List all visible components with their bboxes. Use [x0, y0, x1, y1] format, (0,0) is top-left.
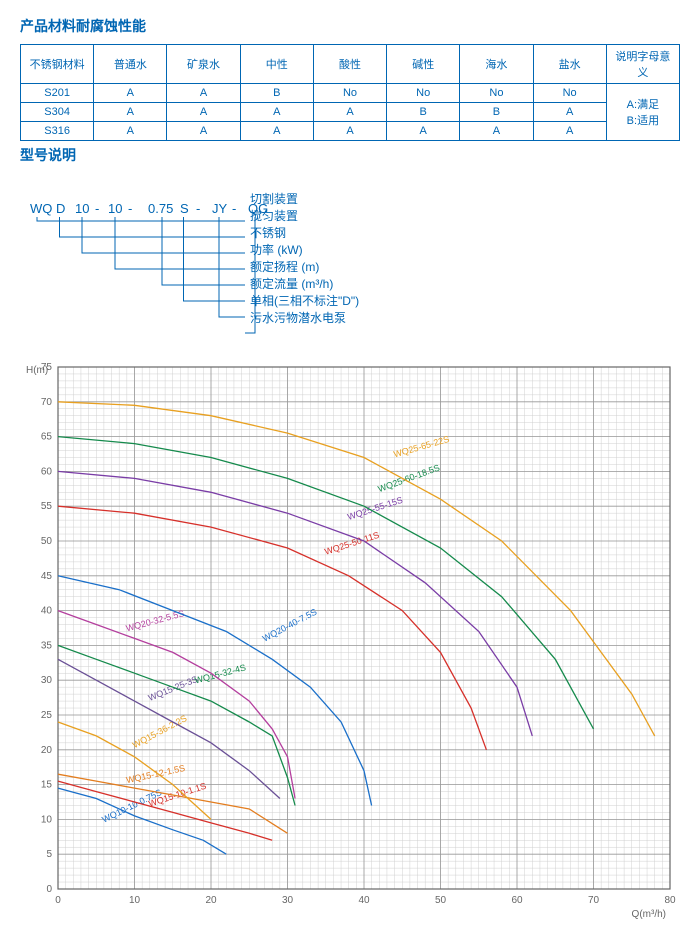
table-cell: No: [387, 84, 460, 103]
y-tick-label: 50: [41, 536, 53, 547]
model-label: 不锈钢: [250, 225, 359, 242]
model-explanation: WQD10-10-0.75S-JY-QG 切割装置搅匀装置不锈钢功率 (kW)额…: [20, 183, 680, 353]
model-label: 搅匀装置: [250, 208, 359, 225]
y-tick-label: 10: [41, 814, 53, 825]
table-header: 酸性: [313, 45, 386, 84]
table-header: 中性: [240, 45, 313, 84]
table-cell: A: [240, 103, 313, 122]
table-cell: A: [94, 122, 167, 141]
y-tick-label: 60: [41, 466, 53, 477]
y-tick-label: 25: [41, 710, 53, 721]
table-header: 海水: [460, 45, 533, 84]
section-title-table: 产品材料耐腐蚀性能: [20, 16, 680, 36]
table-cell: A: [460, 122, 533, 141]
corrosion-table: 不锈钢材料普通水矿泉水中性酸性碱性海水盐水说明字母意义S201AABNoNoNo…: [20, 44, 680, 141]
table-cell: A: [94, 103, 167, 122]
y-tick-label: 45: [41, 571, 53, 582]
y-axis-label: H(m): [26, 365, 48, 376]
model-code-part: 10: [75, 201, 89, 216]
model-code-part: -: [196, 201, 200, 216]
y-tick-label: 15: [41, 780, 53, 791]
model-code-part: -: [95, 201, 99, 216]
model-label: 切割装置: [250, 191, 359, 208]
y-tick-label: 30: [41, 675, 53, 686]
table-cell: A: [167, 122, 240, 141]
model-code-part: -: [232, 201, 236, 216]
y-tick-label: 40: [41, 606, 53, 617]
table-cell: A: [94, 84, 167, 103]
table-cell: S316: [21, 122, 94, 141]
y-tick-label: 20: [41, 745, 53, 756]
y-tick-label: 70: [41, 397, 53, 408]
table-cell: A: [167, 103, 240, 122]
table-header: 普通水: [94, 45, 167, 84]
y-tick-label: 35: [41, 640, 53, 651]
model-code-part: -: [128, 201, 132, 216]
table-cell: S304: [21, 103, 94, 122]
x-tick-label: 50: [435, 895, 447, 906]
section-title-model: 型号说明: [20, 145, 680, 165]
table-cell: B: [460, 103, 533, 122]
performance-chart: 0 10 20 30 40 50 60 70 80 0 5 10 15 20 25 30 35 40 45 50 55 6…: [20, 359, 680, 919]
x-tick-label: 30: [282, 895, 294, 906]
table-header: 说明字母意义: [606, 45, 679, 84]
y-tick-label: 65: [41, 432, 53, 443]
table-cell: A: [240, 122, 313, 141]
model-code-part: WQ: [30, 201, 52, 216]
model-label: 污水污物潜水电泵: [250, 310, 359, 327]
model-label: 额定流量 (m³/h): [250, 276, 359, 293]
table-header: 不锈钢材料: [21, 45, 94, 84]
x-tick-label: 40: [358, 895, 370, 906]
curve-label: WQ20-40-7.5S: [261, 607, 319, 644]
table-cell: A: [313, 103, 386, 122]
x-tick-label: 80: [664, 895, 676, 906]
table-cell: A: [533, 103, 606, 122]
table-legend: A:满足B:适用: [606, 84, 679, 141]
model-label: 单相(三相不标注"D"): [250, 293, 359, 310]
model-code-part: 10: [108, 201, 122, 216]
x-tick-label: 20: [205, 895, 217, 906]
curve-label: WQ25-65-22S: [392, 434, 450, 459]
y-tick-label: 55: [41, 501, 53, 512]
model-code-part: D: [56, 201, 65, 216]
table-cell: No: [313, 84, 386, 103]
x-tick-label: 70: [588, 895, 600, 906]
model-code-part: JY: [212, 201, 228, 216]
model-labels: 切割装置搅匀装置不锈钢功率 (kW)额定扬程 (m)额定流量 (m³/h)单相(…: [250, 191, 359, 327]
x-tick-label: 60: [511, 895, 523, 906]
table-cell: B: [240, 84, 313, 103]
y-tick-label: 0: [46, 884, 52, 895]
table-cell: S201: [21, 84, 94, 103]
model-label: 额定扬程 (m): [250, 259, 359, 276]
x-tick-label: 10: [129, 895, 141, 906]
curve-label: WQ15-25-3S: [147, 674, 199, 703]
table-cell: B: [387, 103, 460, 122]
table-header: 碱性: [387, 45, 460, 84]
table-cell: A: [533, 122, 606, 141]
model-code-part: S: [180, 201, 189, 216]
curve-label: WQ25-55-15S: [346, 495, 404, 522]
curve-label: WQ15-32-4S: [194, 662, 247, 685]
y-tick-label: 5: [46, 849, 52, 860]
table-cell: A: [387, 122, 460, 141]
table-cell: A: [167, 84, 240, 103]
table-cell: A: [313, 122, 386, 141]
model-code-part: 0.75: [148, 201, 173, 216]
x-tick-label: 0: [55, 895, 61, 906]
model-label: 功率 (kW): [250, 242, 359, 259]
table-header: 盐水: [533, 45, 606, 84]
curve-label: WQ15-36-2.2S: [131, 713, 189, 750]
table-cell: No: [460, 84, 533, 103]
table-cell: No: [533, 84, 606, 103]
table-header: 矿泉水: [167, 45, 240, 84]
